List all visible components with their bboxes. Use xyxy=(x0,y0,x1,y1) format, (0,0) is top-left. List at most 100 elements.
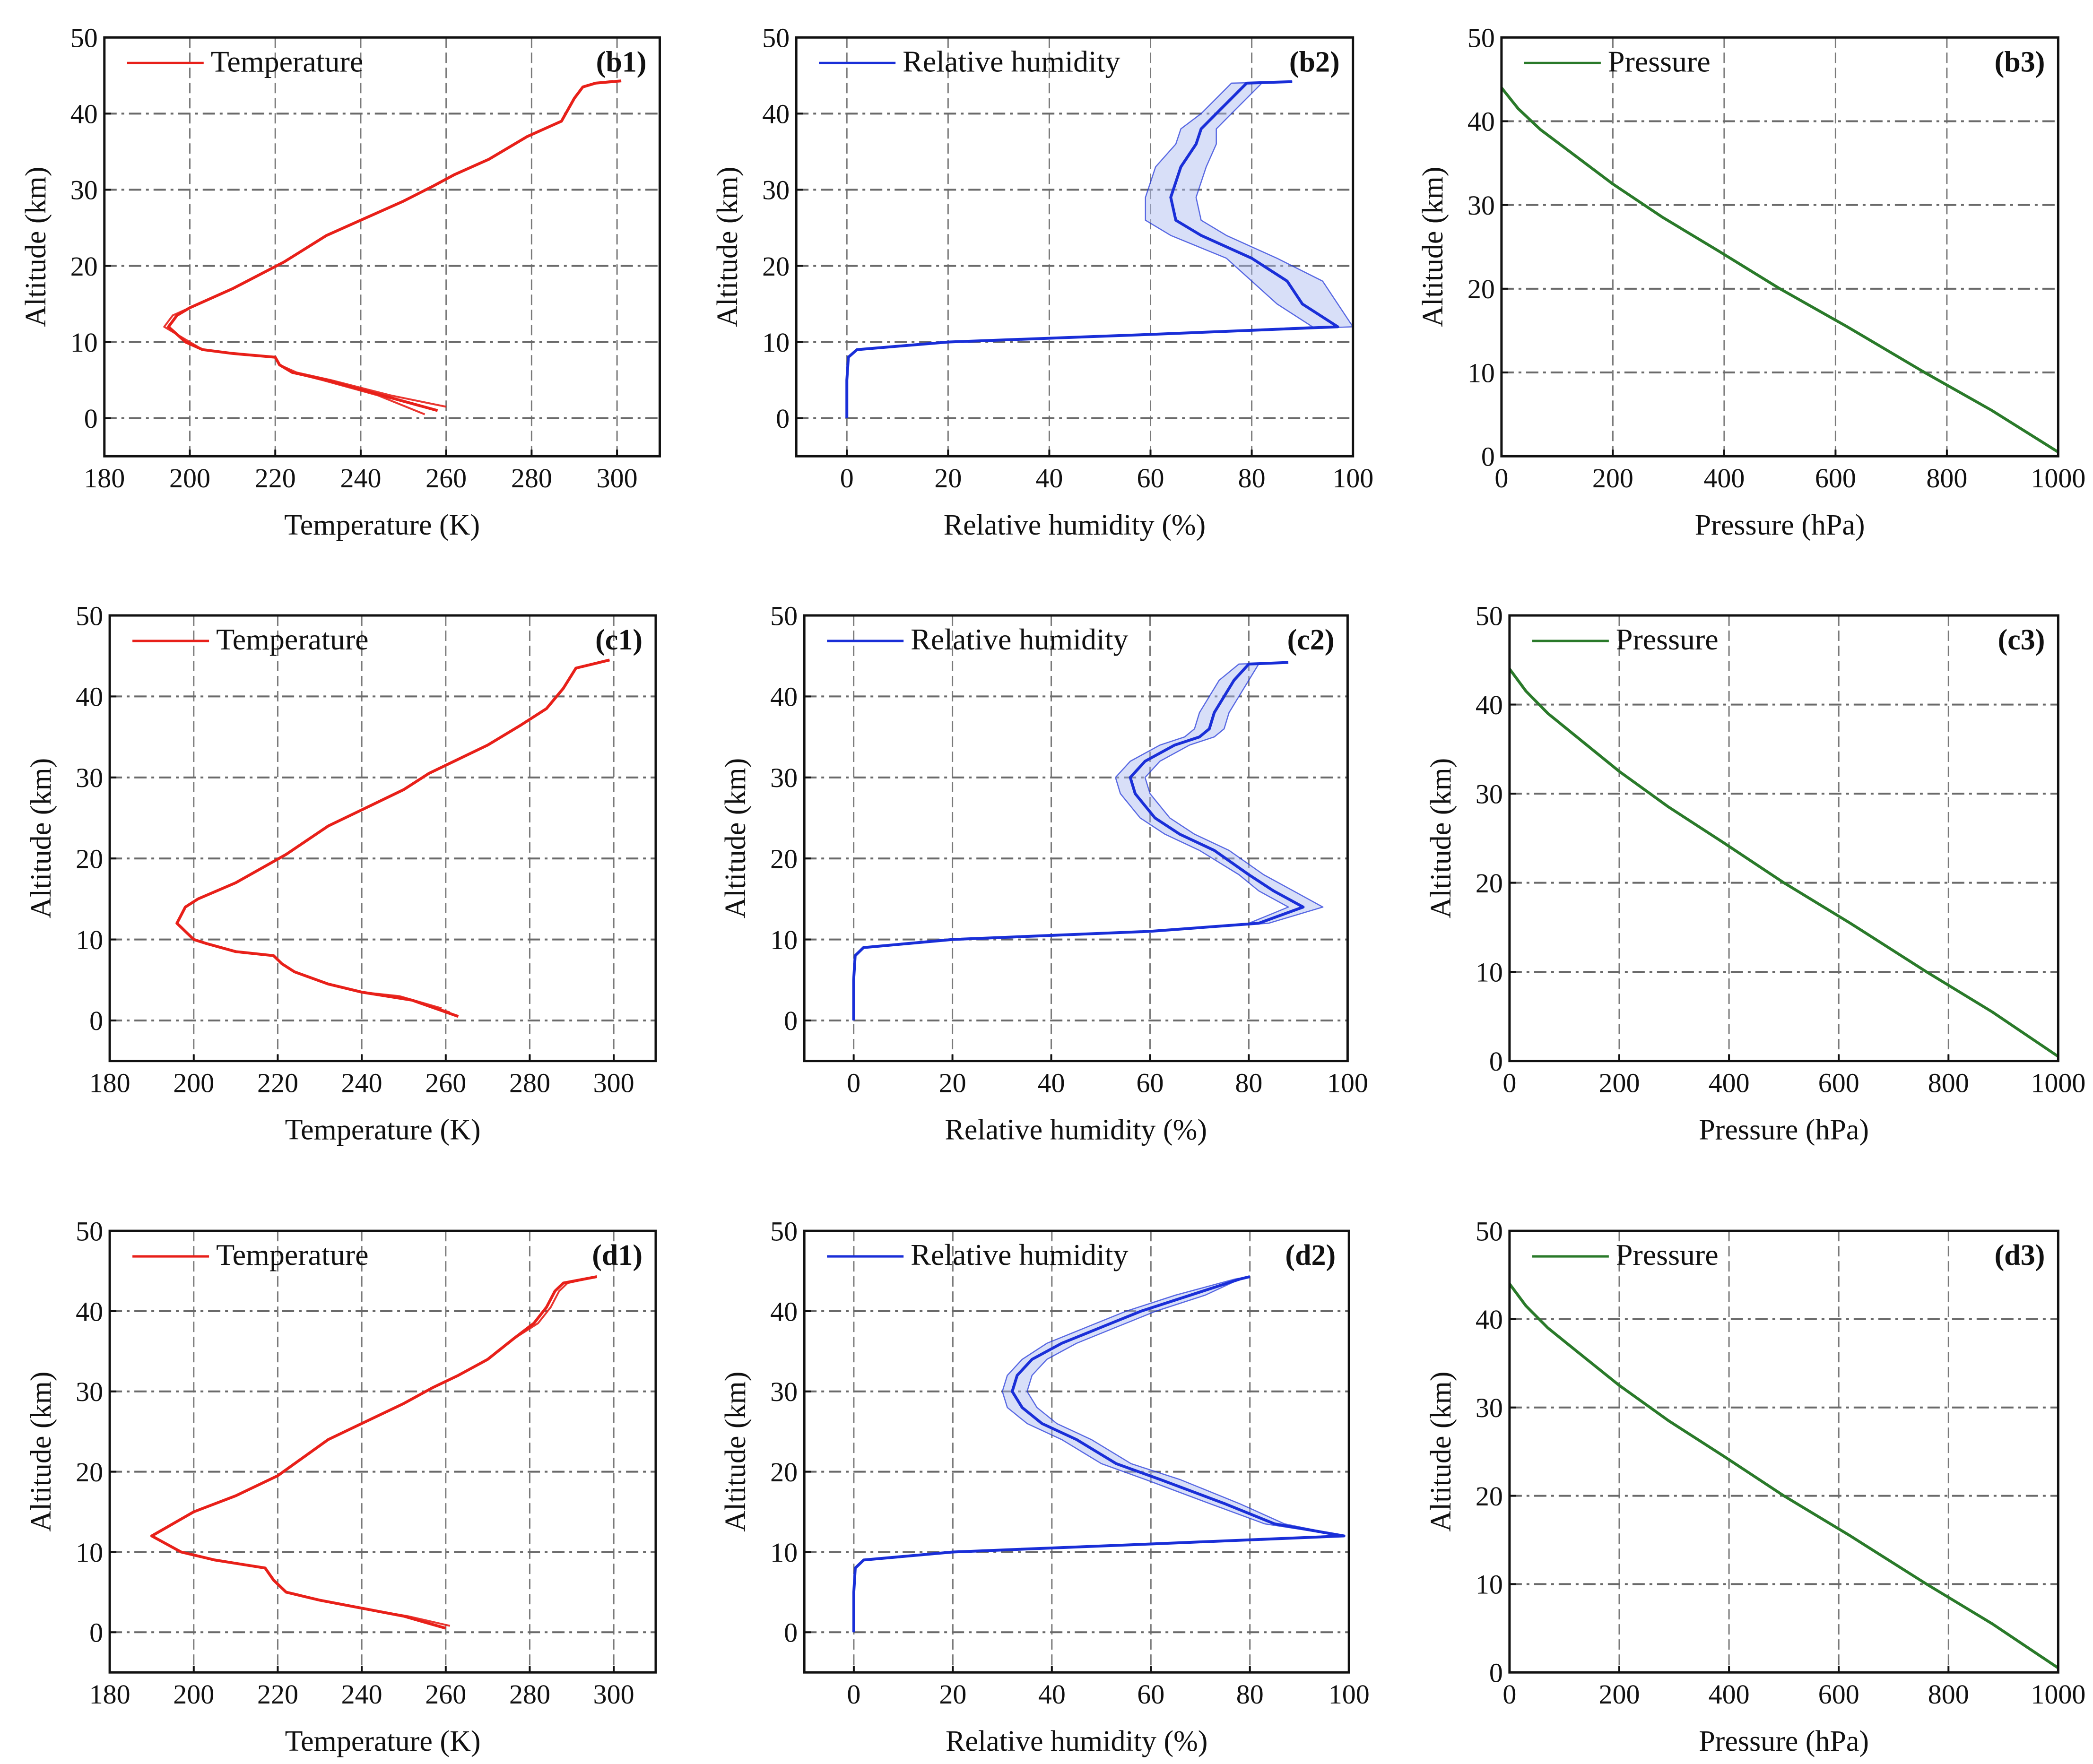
b3-y-tick-label: 10 xyxy=(1468,357,1495,388)
c1-x-tick-label: 300 xyxy=(593,1068,634,1098)
c3-x-tick-label: 400 xyxy=(1709,1068,1750,1098)
d2-y-tick-label: 30 xyxy=(770,1376,798,1407)
c1-plot-frame xyxy=(108,614,657,1063)
d2-series-line-3 xyxy=(853,1276,1345,1633)
b2-y-axis-title: Altitude (km) xyxy=(712,167,744,327)
b2-y-tick-label: 20 xyxy=(762,251,790,282)
b1-x-tick-label: 240 xyxy=(340,463,381,493)
b1-x-axis-title: Temperature (K) xyxy=(284,509,480,541)
b1-x-tick-label: 260 xyxy=(426,463,467,493)
b1-y-axis-title: Altitude (km) xyxy=(20,167,52,327)
b3-x-tick-label: 800 xyxy=(1926,463,1967,493)
d1-y-tick-label: 0 xyxy=(89,1617,103,1648)
d1-x-tick-label: 200 xyxy=(173,1679,214,1710)
d1-y-tick-label: 10 xyxy=(76,1537,103,1568)
c3-legend-label: Pressure xyxy=(1616,623,1719,656)
d3-x-tick-label: 800 xyxy=(1928,1679,1969,1710)
d2-x-tick-label: 0 xyxy=(847,1679,860,1710)
c1-x-tick-label: 240 xyxy=(341,1068,382,1098)
b2-legend-label: Relative humidity xyxy=(903,44,1120,78)
b1-plot-frame xyxy=(103,36,661,458)
c3-y-axis-title: Altitude (km) xyxy=(1425,758,1457,918)
c3-x-tick-label: 200 xyxy=(1598,1068,1640,1098)
d3-x-tick-label: 200 xyxy=(1598,1679,1640,1710)
c3-y-tick-label: 40 xyxy=(1476,690,1503,720)
b1-x-tick-label: 180 xyxy=(84,463,125,493)
c1-series-line-1 xyxy=(175,658,610,1018)
d2-y-axis-title: Altitude (km) xyxy=(720,1372,752,1532)
d2-x-tick-label: 60 xyxy=(1137,1679,1164,1710)
c2-y-tick-label: 20 xyxy=(770,843,798,874)
c1-x-tick-label: 180 xyxy=(89,1068,130,1098)
c2-panel-tag: (c2) xyxy=(1287,624,1335,656)
c2-uncertainty-band xyxy=(853,662,1323,1020)
b3-y-axis-title: Altitude (km) xyxy=(1417,167,1449,327)
d1-y-axis-title: Altitude (km) xyxy=(25,1372,57,1532)
panel-c1: 180 200 220 240 260 280 300 0 10 20 30 40 50 Temperat… xyxy=(25,600,657,1146)
c3-y-tick-label: 10 xyxy=(1476,957,1503,987)
b2-series-line-2 xyxy=(846,81,1354,418)
b2-y-tick-label: 30 xyxy=(762,175,790,206)
c3-x-tick-label: 1000 xyxy=(2031,1068,2085,1098)
b2-x-tick-label: 60 xyxy=(1137,463,1164,493)
c3-y-tick-label: 0 xyxy=(1489,1046,1503,1077)
c1-x-tick-label: 280 xyxy=(509,1068,550,1098)
c1-panel-tag: (c1) xyxy=(595,624,643,656)
panel-c2: 0 20 40 60 80 100 0 10 20 30 40 50 Relative humidity… xyxy=(720,600,1368,1146)
b3-y-tick-label: 50 xyxy=(1468,23,1495,53)
d1-y-tick-label: 40 xyxy=(76,1296,103,1327)
b3-y-tick-label: 30 xyxy=(1468,190,1495,221)
c1-y-axis-title: Altitude (km) xyxy=(25,758,57,918)
d3-y-axis-title: Altitude (km) xyxy=(1425,1372,1457,1532)
b3-x-tick-label: 600 xyxy=(1815,463,1856,493)
b2-x-tick-label: 100 xyxy=(1332,463,1373,493)
c1-x-tick-label: 260 xyxy=(425,1068,466,1098)
d1-y-tick-label: 30 xyxy=(76,1376,103,1407)
b1-y-tick-label: 30 xyxy=(70,175,98,206)
panel-b1: 180 200 220 240 260 280 300 0 10 20 30 40 50 Temperat… xyxy=(20,23,661,541)
b2-y-tick-label: 10 xyxy=(762,327,790,358)
c2-plot-frame xyxy=(803,614,1349,1063)
d1-x-tick-label: 240 xyxy=(341,1679,382,1710)
b3-plot-frame xyxy=(1500,36,2059,458)
b1-x-tick-label: 280 xyxy=(511,463,552,493)
b3-series-line-1 xyxy=(1500,86,2059,453)
c3-y-tick-label: 50 xyxy=(1476,600,1503,631)
b2-y-tick-label: 50 xyxy=(762,23,790,53)
b2-y-tick-label: 40 xyxy=(762,99,790,130)
c3-series-line-1 xyxy=(1508,668,2059,1058)
d3-x-tick-label: 0 xyxy=(1502,1679,1516,1710)
d2-legend-label: Relative humidity xyxy=(911,1238,1128,1271)
c2-x-tick-label: 20 xyxy=(939,1068,966,1098)
b1-series-line-3 xyxy=(167,80,613,415)
c2-legend-label: Relative humidity xyxy=(911,623,1128,656)
b3-x-tick-label: 0 xyxy=(1494,463,1508,493)
b1-x-tick-label: 300 xyxy=(597,463,638,493)
d2-y-tick-label: 10 xyxy=(770,1537,798,1568)
c1-x-axis-title: Temperature (K) xyxy=(285,1114,481,1146)
b2-x-tick-label: 20 xyxy=(934,463,962,493)
c3-x-tick-label: 600 xyxy=(1818,1068,1859,1098)
b1-legend-label: Temperature xyxy=(211,44,363,78)
d3-y-tick-label: 0 xyxy=(1489,1658,1503,1688)
b2-panel-tag: (b2) xyxy=(1289,46,1340,78)
d2-y-tick-label: 20 xyxy=(770,1457,798,1487)
d1-x-tick-label: 300 xyxy=(593,1679,634,1710)
d1-x-tick-label: 280 xyxy=(509,1679,550,1710)
b3-legend-label: Pressure xyxy=(1608,44,1711,78)
d2-y-tick-label: 0 xyxy=(784,1617,798,1648)
c1-x-tick-label: 220 xyxy=(257,1068,298,1098)
d3-x-tick-label: 400 xyxy=(1709,1679,1750,1710)
d1-x-tick-label: 260 xyxy=(425,1679,466,1710)
c2-series-line-2 xyxy=(853,662,1324,1020)
b3-y-tick-label: 20 xyxy=(1468,274,1495,304)
c1-series-line-3 xyxy=(176,659,610,1010)
b2-series-line-1 xyxy=(845,80,1339,418)
b1-series-line-1 xyxy=(167,79,622,412)
b2-x-axis-title: Relative humidity (%) xyxy=(944,509,1206,541)
c1-y-tick-label: 40 xyxy=(76,682,103,712)
panel-b2: 0 20 40 60 80 100 0 10 20 30 40 50 Relative humidity… xyxy=(712,23,1373,542)
b3-panel-tag: (b3) xyxy=(1995,46,2045,78)
d2-y-tick-label: 40 xyxy=(770,1296,798,1327)
d3-series-line-1 xyxy=(1508,1283,2059,1669)
